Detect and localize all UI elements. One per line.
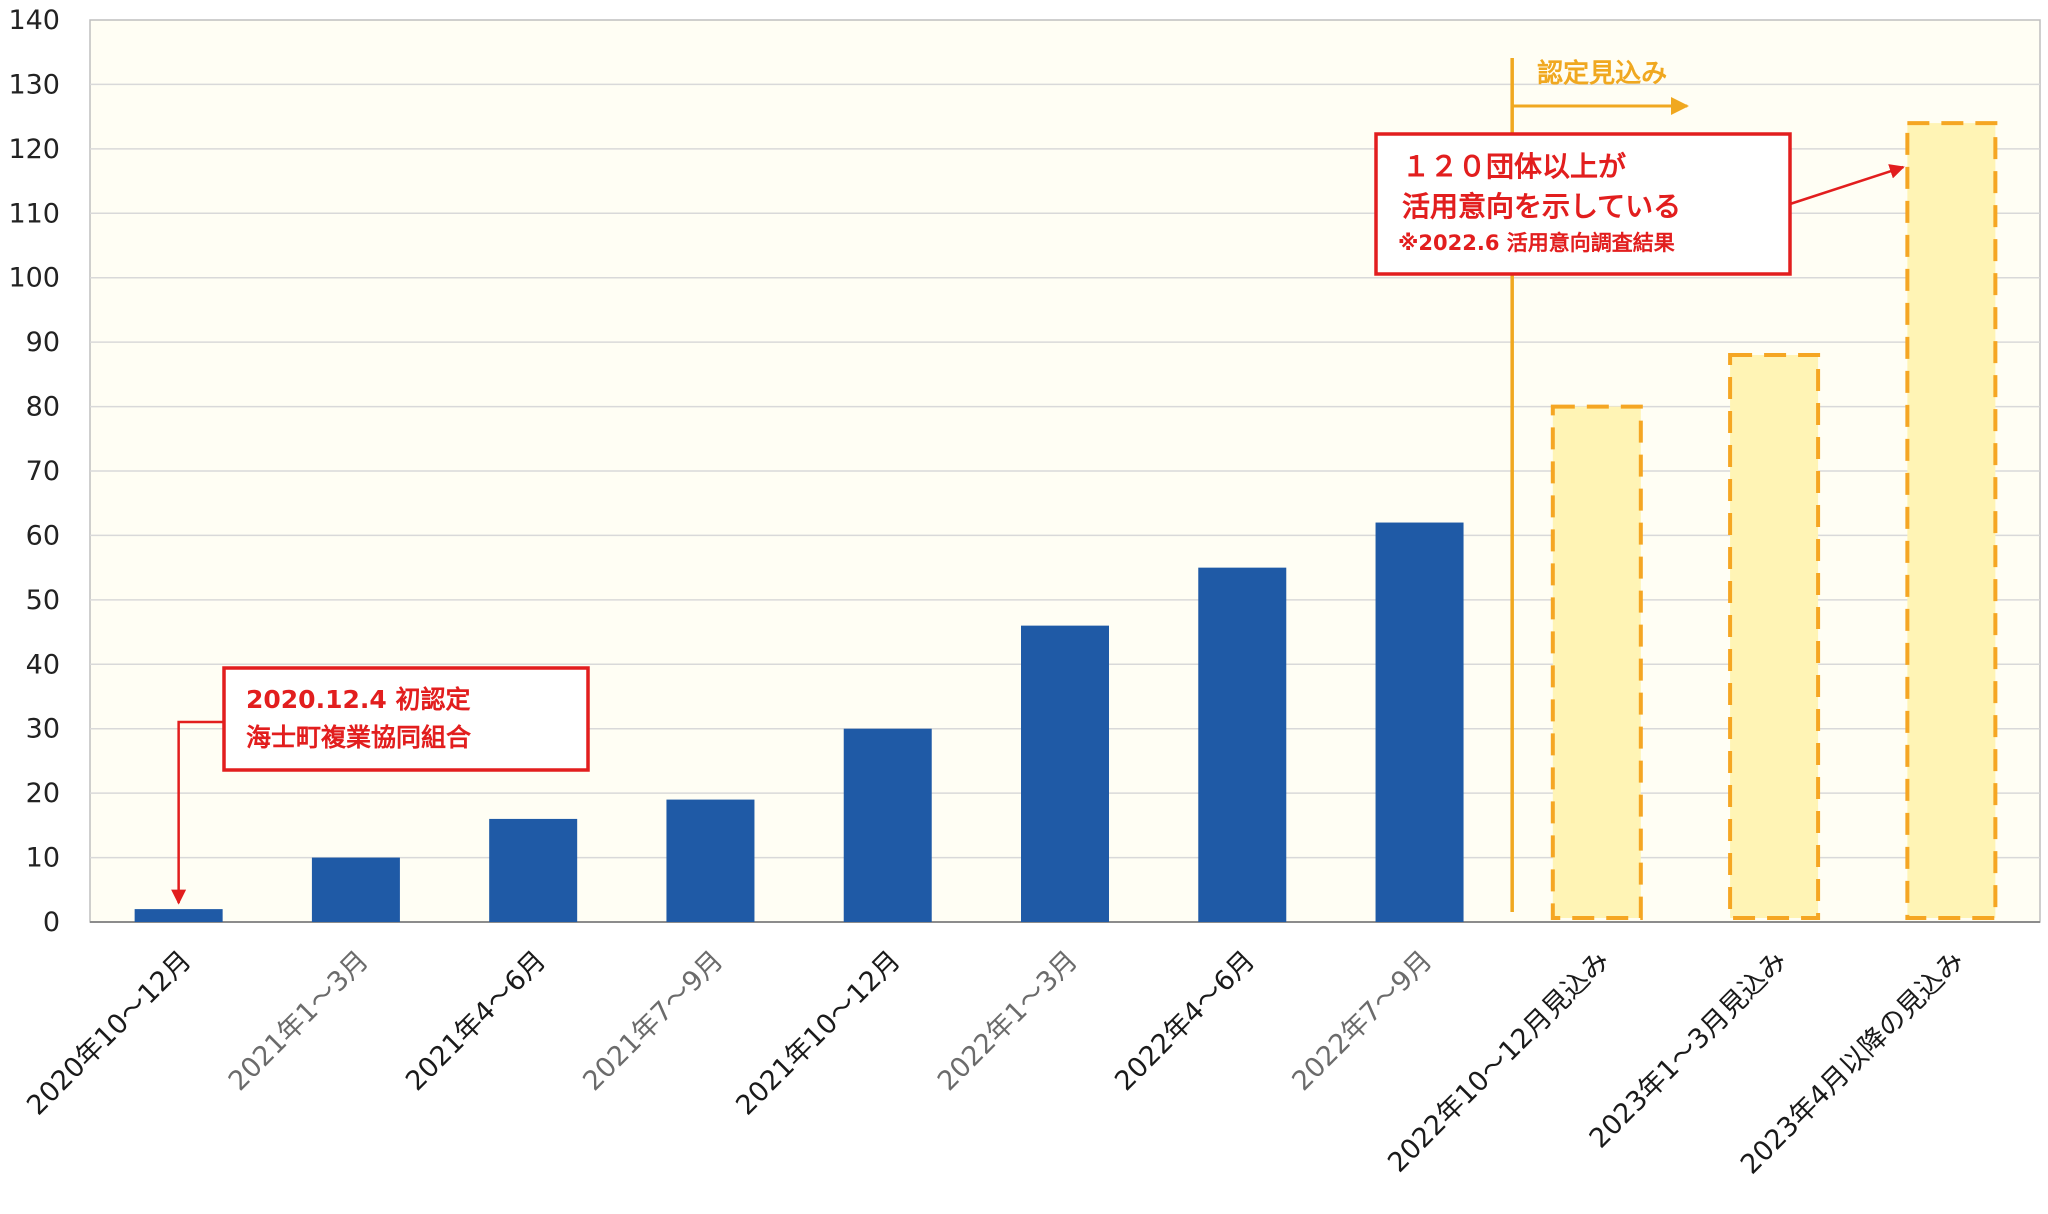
x-tick-label: 2021年7～9月 <box>577 945 729 1097</box>
x-tick-label: 2021年10～12月 <box>730 945 906 1121</box>
annotation-text: ※2022.6 活用意向調査結果 <box>1398 231 1675 255</box>
y-tick-label: 130 <box>8 69 60 100</box>
annotation-box-intent <box>1374 132 1792 276</box>
bar-forecast <box>1550 404 1643 920</box>
forecast-divider-label: 認定見込み <box>1537 58 1667 89</box>
bar-actual <box>311 857 400 922</box>
x-tick-label: 2021年1～3月 <box>223 945 375 1097</box>
annotation-text: 2020.12.4 初認定 <box>246 685 470 714</box>
y-tick-label: 60 <box>26 520 60 551</box>
y-tick-label: 50 <box>26 585 60 616</box>
bar-forecast <box>1905 121 1998 921</box>
x-tick-label: 2021年4～6月 <box>400 945 552 1097</box>
annotation-text: １２０団体以上が <box>1402 150 1626 183</box>
bar-actual <box>134 909 223 922</box>
y-tick-label: 10 <box>26 843 60 874</box>
x-tick-label: 2022年4～6月 <box>1109 945 1261 1097</box>
y-tick-label: 90 <box>26 327 60 358</box>
bar-forecast <box>1728 353 1821 920</box>
y-tick-label: 140 <box>8 5 60 36</box>
bar-actual <box>1021 625 1109 922</box>
bar-actual <box>1375 522 1464 922</box>
bar-actual <box>843 728 932 922</box>
x-tick-label: 2020年10～12月 <box>21 945 197 1121</box>
x-tick-label: 2022年1～3月 <box>932 945 1084 1097</box>
bar-actual <box>1198 567 1287 922</box>
x-tick-label: 2023年1～3月見込み <box>1584 945 1793 1154</box>
y-tick-label: 100 <box>8 263 60 294</box>
y-tick-label: 30 <box>26 714 60 745</box>
y-tick-label: 80 <box>26 392 60 423</box>
annotation-text: 活用意向を示している <box>1402 190 1681 223</box>
x-tick-label: 2022年7～9月 <box>1286 945 1438 1097</box>
y-tick-label: 0 <box>43 907 60 938</box>
annotation-arrow-first-cert <box>171 720 224 905</box>
bar-actual <box>489 818 578 922</box>
y-tick-label: 110 <box>8 198 60 229</box>
y-tick-label: 120 <box>8 134 60 165</box>
annotation-arrow-intent <box>1789 164 1905 206</box>
annotation-box-first-cert <box>222 666 590 772</box>
annotation-text: 海士町複業協同組合 <box>246 723 472 752</box>
y-tick-label: 70 <box>26 456 60 487</box>
y-tick-label: 40 <box>26 649 60 680</box>
bar-actual <box>666 799 755 922</box>
y-tick-label: 20 <box>26 778 60 809</box>
